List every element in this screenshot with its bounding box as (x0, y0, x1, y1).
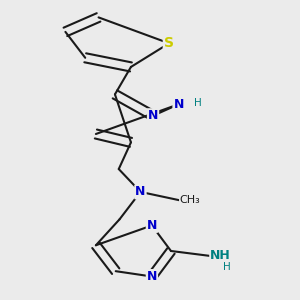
Text: S: S (164, 36, 174, 50)
Text: N: N (147, 270, 157, 283)
Text: N: N (147, 219, 157, 232)
Text: H: H (224, 262, 231, 272)
Text: N: N (173, 98, 184, 111)
Text: H: H (194, 98, 202, 108)
Text: NH: NH (210, 249, 231, 262)
Text: N: N (148, 109, 158, 122)
Text: N: N (135, 185, 146, 198)
Text: CH₃: CH₃ (180, 195, 200, 205)
